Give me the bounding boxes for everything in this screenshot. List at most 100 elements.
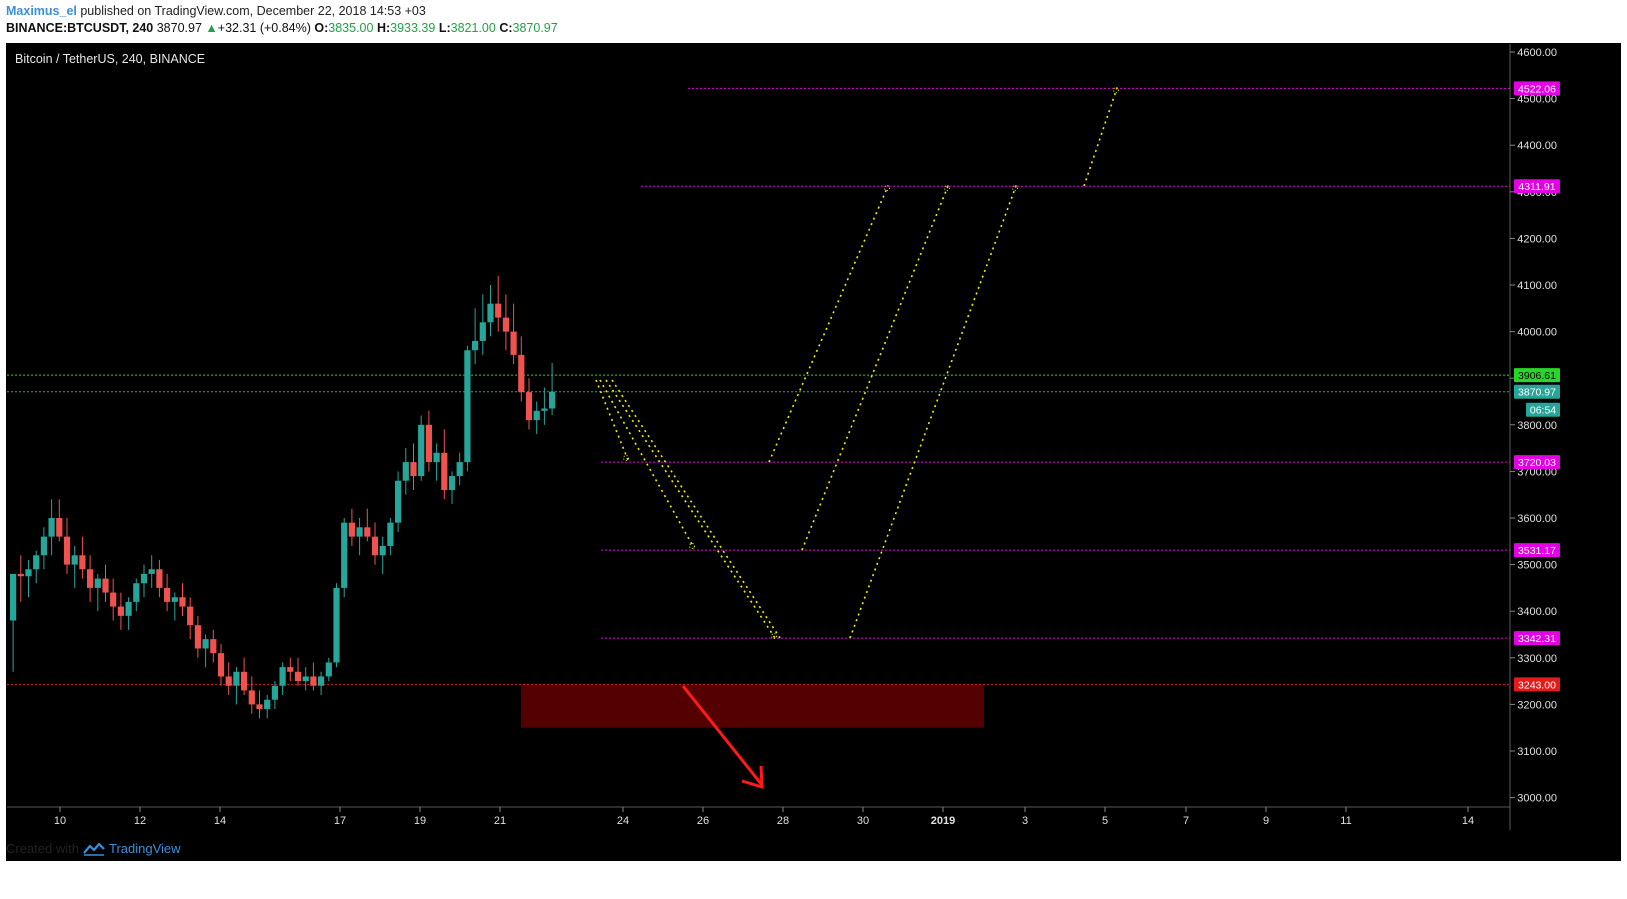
price-tick-label: 3700.00 — [1517, 466, 1557, 478]
projection-arrowhead — [623, 455, 629, 461]
price-level-badge — [1514, 179, 1560, 194]
time-tick-label: 21 — [494, 815, 506, 827]
publish-info: Maximus_el published on TradingView.com,… — [6, 4, 426, 18]
low-label: L: — [438, 21, 451, 35]
price-level-label: 3906.61 — [1518, 370, 1556, 382]
price-change: +32.31 (+0.84%) — [217, 21, 311, 35]
price-tick-label: 3800.00 — [1517, 420, 1557, 432]
down-arrow — [681, 685, 764, 786]
candle-body — [395, 480, 402, 523]
time-tick-label: 26 — [697, 815, 709, 827]
price-level-badge — [1514, 368, 1560, 383]
projection-arrowhead — [1012, 185, 1018, 191]
projection-path — [801, 185, 949, 551]
candle-body — [472, 340, 479, 351]
candle-body — [217, 653, 225, 677]
candle-body — [94, 578, 101, 588]
candle-body — [364, 527, 371, 537]
time-tick-label: 14 — [214, 815, 226, 827]
time-tick-label: 28 — [777, 815, 789, 827]
candle-body — [318, 676, 325, 686]
candle-body — [410, 462, 417, 477]
author-link[interactable]: Maximus_el — [6, 4, 77, 18]
price-tick-label: 3100.00 — [1517, 746, 1557, 758]
candle-body — [202, 639, 209, 649]
candle-body — [533, 410, 540, 421]
price-tick-label: 3000.00 — [1517, 793, 1557, 805]
projection-arrowhead — [771, 633, 777, 639]
price-level-badge — [1514, 631, 1560, 646]
candle-body — [433, 452, 440, 463]
projection-arrowhead — [884, 185, 890, 191]
candle-body — [310, 676, 317, 686]
price-tick-label: 4600.00 — [1517, 47, 1557, 59]
price-tick-label: 3400.00 — [1517, 606, 1557, 618]
price-level-badge — [1514, 543, 1560, 558]
time-tick-label: 17 — [334, 815, 346, 827]
tradingview-link[interactable]: TradingView — [108, 841, 181, 856]
candle-body — [341, 522, 348, 588]
low-value: 3821.00 — [450, 21, 496, 35]
candle-body — [187, 606, 194, 626]
time-tick-label: 11 — [1340, 815, 1351, 827]
time-tick-label: 12 — [134, 815, 146, 827]
price-axis — [1510, 44, 1620, 830]
down-arrow-head — [741, 765, 764, 790]
open-label: O: — [314, 21, 329, 35]
ohlc-bar: BINANCE:BTCUSDT, 240 3870.97 ▲+32.31 (+0… — [6, 21, 558, 35]
candle-body — [210, 639, 217, 654]
candle-body — [487, 303, 494, 323]
candle-body — [549, 391, 556, 409]
candle-body — [464, 350, 471, 463]
candle-body — [425, 424, 432, 463]
candle-body — [387, 522, 394, 546]
projection-path — [849, 185, 1017, 639]
candle-body — [117, 606, 124, 616]
price-tick-label: 3600.00 — [1517, 513, 1557, 525]
candle-body — [371, 536, 379, 556]
price-level-label: 3243.00 — [1518, 679, 1556, 691]
price-level-label: 4311.91 — [1518, 181, 1555, 193]
candle-body — [302, 676, 309, 682]
up-triangle-icon: ▲ — [205, 21, 218, 35]
candle-body — [87, 569, 94, 588]
candle-body — [110, 592, 117, 607]
candle-body — [379, 545, 386, 556]
candle-body — [10, 573, 17, 621]
candle-body — [271, 685, 278, 700]
time-tick-label: 5 — [1102, 815, 1108, 827]
candle-body — [156, 569, 163, 588]
candle-body — [441, 452, 448, 491]
candle-body — [233, 671, 240, 686]
price-tick-label: 4200.00 — [1517, 233, 1557, 245]
countdown-badge — [1526, 402, 1560, 417]
projection-path — [611, 379, 781, 639]
candle-body — [541, 408, 548, 411]
candle-body — [25, 569, 32, 577]
candle-body — [495, 303, 502, 318]
candle-body — [63, 536, 71, 565]
price-level-label: 3531.17 — [1518, 545, 1556, 557]
price-level-badge — [1514, 455, 1560, 470]
price-tick-label: 3300.00 — [1517, 653, 1557, 665]
candle-body — [518, 354, 525, 393]
candle-body — [140, 573, 148, 584]
candle-body — [171, 597, 178, 602]
candle-body — [241, 671, 248, 691]
candle-body — [256, 704, 263, 710]
price-level-badge — [1514, 677, 1560, 692]
candle-body — [102, 578, 109, 593]
close-value: 3870.97 — [512, 21, 558, 35]
high-value: 3933.39 — [390, 21, 436, 35]
candle-body — [48, 518, 55, 537]
candle-body — [71, 555, 78, 565]
price-tick-label: 4400.00 — [1517, 140, 1557, 152]
candle-body — [179, 597, 186, 607]
open-value: 3835.00 — [328, 21, 374, 35]
candle-body — [225, 676, 232, 686]
published-text: published on TradingView.com, December 2… — [76, 4, 426, 18]
price-tick-label: 4100.00 — [1517, 280, 1557, 292]
projection-path — [599, 379, 695, 549]
time-tick-label: 2019 — [931, 815, 955, 827]
